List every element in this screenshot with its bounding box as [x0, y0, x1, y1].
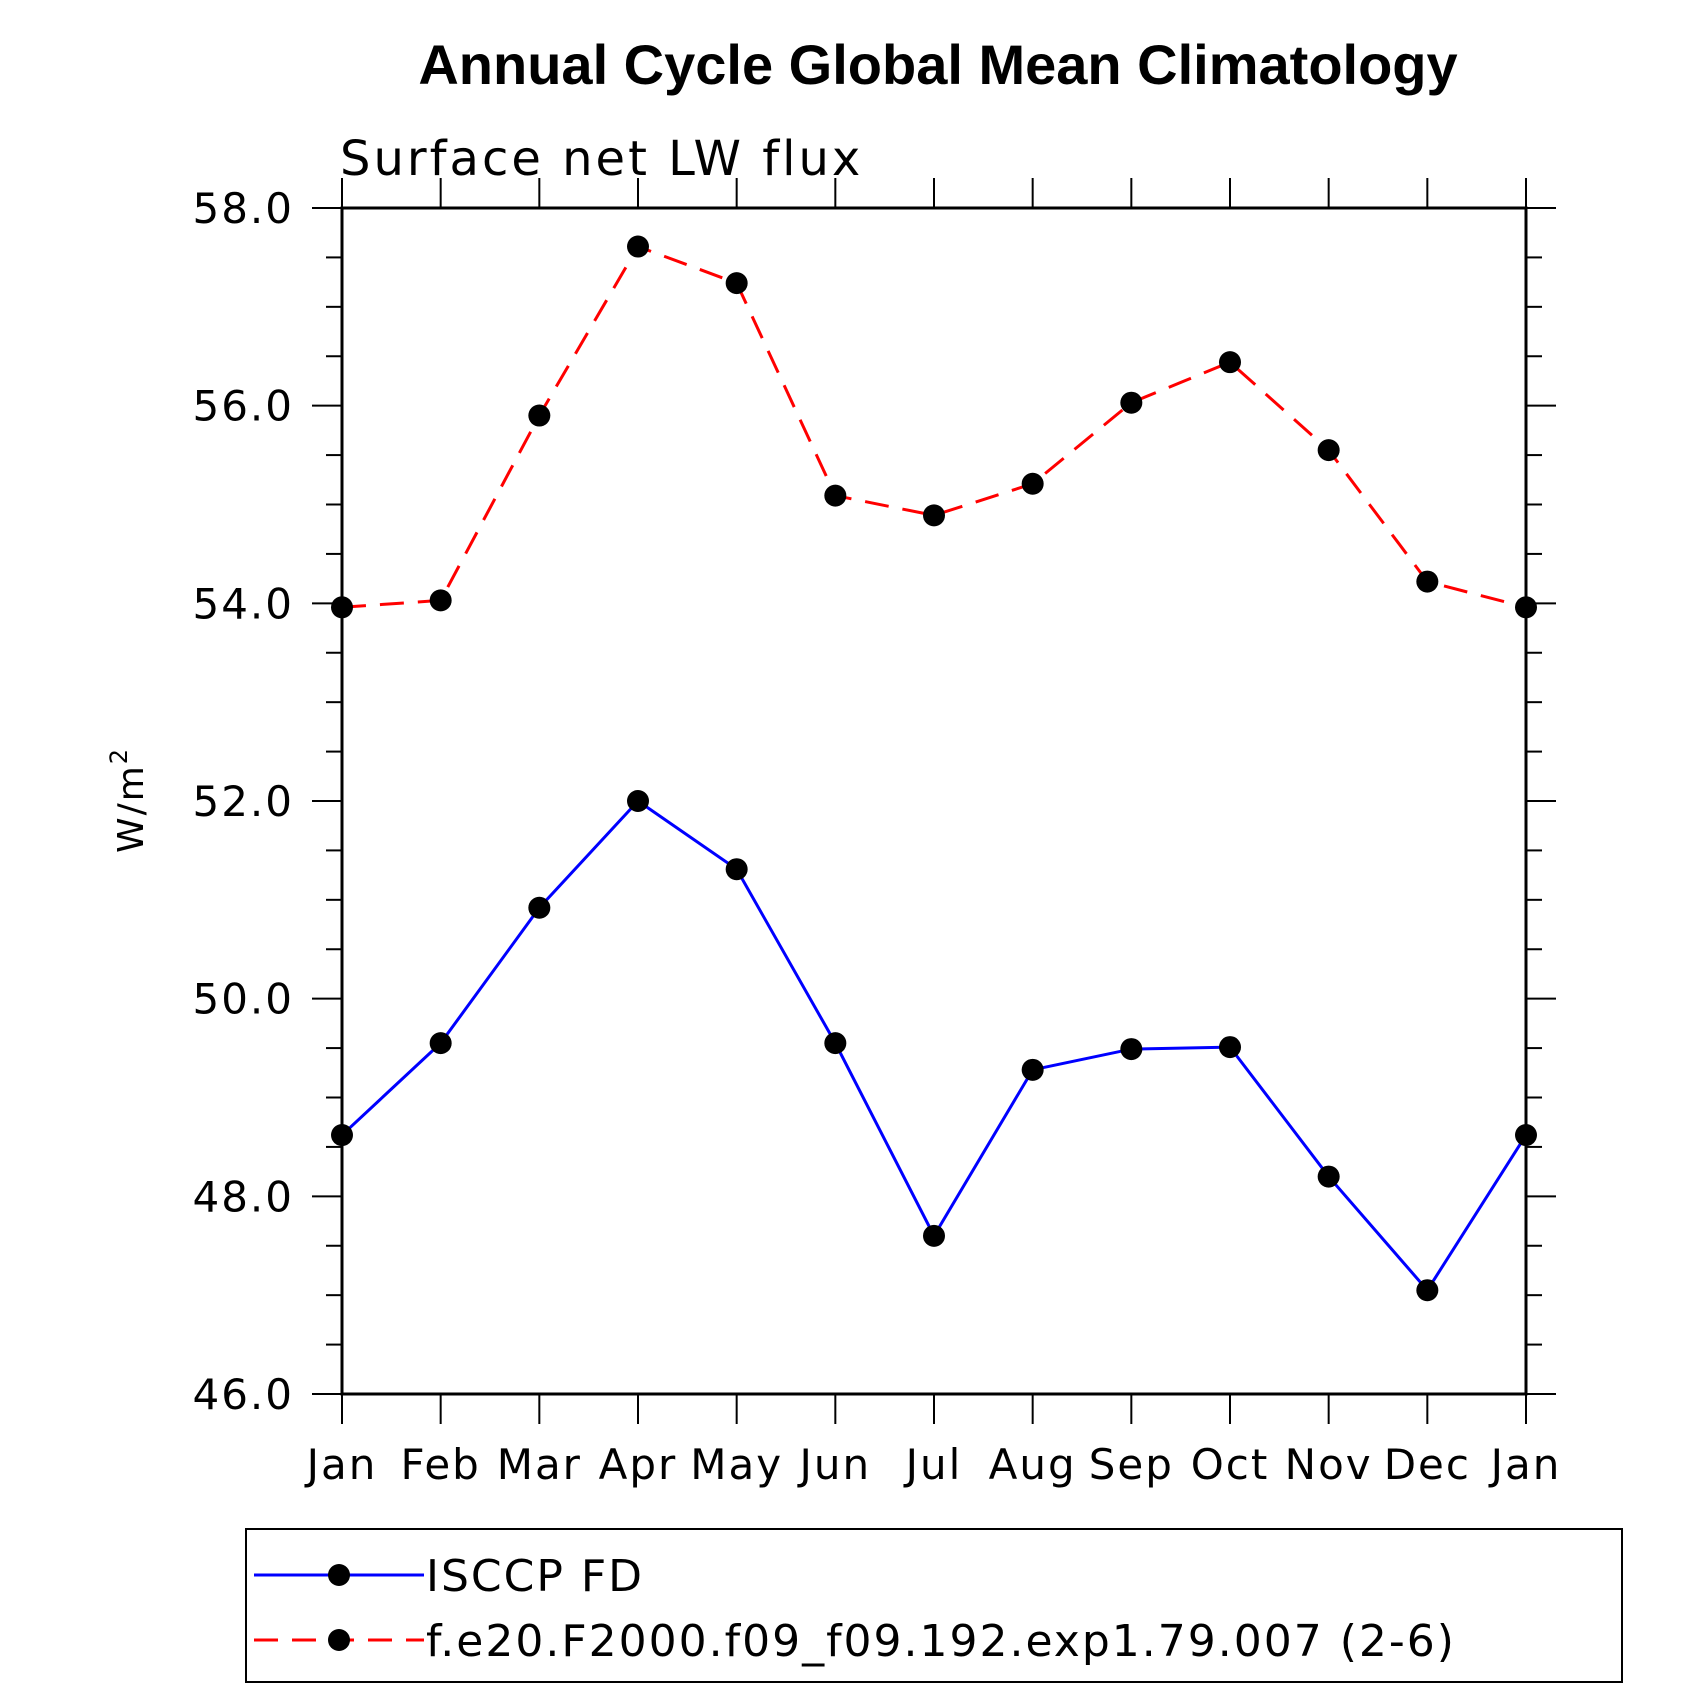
x-tick-label: Apr: [599, 1440, 678, 1489]
series-2-point: [1120, 391, 1143, 414]
x-tick-label: May: [690, 1440, 783, 1489]
legend-label-1: ISCCP FD: [426, 1551, 644, 1602]
x-tick-label: Jan: [304, 1440, 378, 1489]
svg-text:W/m2: W/m2: [105, 747, 152, 853]
series-1-point: [429, 1032, 452, 1055]
series-2-point: [429, 589, 452, 612]
series-2-point: [1416, 570, 1439, 593]
x-tick-label: Nov: [1285, 1440, 1373, 1489]
series-1-point: [1120, 1038, 1143, 1061]
y-axis-label: W/m2: [105, 747, 152, 853]
y-tick-label: 54.0: [192, 579, 294, 628]
series-1-point: [1219, 1036, 1241, 1059]
x-tick-labels: Jan Feb Mar Apr May Jun Jul Aug Sep Oct Nov Dec Jan: [304, 1440, 1562, 1489]
y-tick-label: 58.0: [192, 184, 294, 233]
y-tick-label: 50.0: [192, 975, 294, 1024]
series-1-point: [528, 896, 551, 919]
x-tick-label: Oct: [1191, 1440, 1270, 1489]
y-axis-label-text: W/m: [111, 764, 152, 853]
series-1-point: [824, 1032, 847, 1055]
series-2-point: [1317, 439, 1340, 462]
series-1-point: [923, 1224, 945, 1247]
legend-marker-2: [328, 1629, 350, 1651]
y-tick-label: 52.0: [192, 777, 294, 826]
series-1-point: [1021, 1058, 1044, 1081]
y-tick-label: 46.0: [192, 1370, 294, 1419]
series-2-point: [1219, 351, 1241, 374]
series-layer: [331, 235, 1537, 1302]
x-tick-label: Mar: [497, 1440, 582, 1489]
y-tick-labels: 46.0 48.0 50.0 52.0 54.0 56.0 58.0: [192, 184, 294, 1419]
legend-label-2: f.e20.F2000.f09_f09.192.exp1.79.007 (2-6…: [426, 1616, 1456, 1667]
series-line-1: [340, 799, 1528, 1293]
x-tick-label: Feb: [400, 1440, 480, 1489]
chart-title: Annual Cycle Global Mean Climatology: [418, 33, 1457, 96]
x-tick-label: Jan: [1488, 1440, 1562, 1489]
series-2-point: [725, 272, 748, 295]
axis-ticks: [312, 178, 1556, 1424]
series-2-point: [923, 504, 945, 527]
series-1-point: [725, 858, 748, 881]
x-tick-label: Dec: [1384, 1440, 1471, 1489]
plot-frame: [340, 206, 1528, 1396]
legend: ISCCP FD f.e20.F2000.f09_f09.192.exp1.79.…: [245, 1528, 1623, 1683]
series-2-point: [824, 484, 847, 507]
series-2-point: [627, 235, 649, 258]
series-1-point: [627, 790, 649, 812]
series-2-point: [1021, 472, 1044, 495]
x-tick-label: Jun: [797, 1440, 872, 1489]
series-1-point: [1416, 1279, 1439, 1302]
legend-box: [245, 1528, 1623, 1683]
series-line-2: [341, 244, 1527, 609]
legend-marker-1: [328, 1564, 350, 1586]
x-tick-label: Aug: [989, 1440, 1077, 1489]
series-1-point: [1317, 1165, 1340, 1188]
x-tick-label: Jul: [903, 1440, 963, 1489]
y-axis-label-superscript: 2: [105, 747, 133, 764]
x-tick-label: Sep: [1089, 1440, 1174, 1489]
chart-subtitle: Surface net LW flux: [340, 131, 863, 187]
series-2-point: [528, 404, 551, 427]
y-tick-label: 56.0: [192, 382, 294, 431]
y-tick-label: 48.0: [192, 1172, 294, 1221]
